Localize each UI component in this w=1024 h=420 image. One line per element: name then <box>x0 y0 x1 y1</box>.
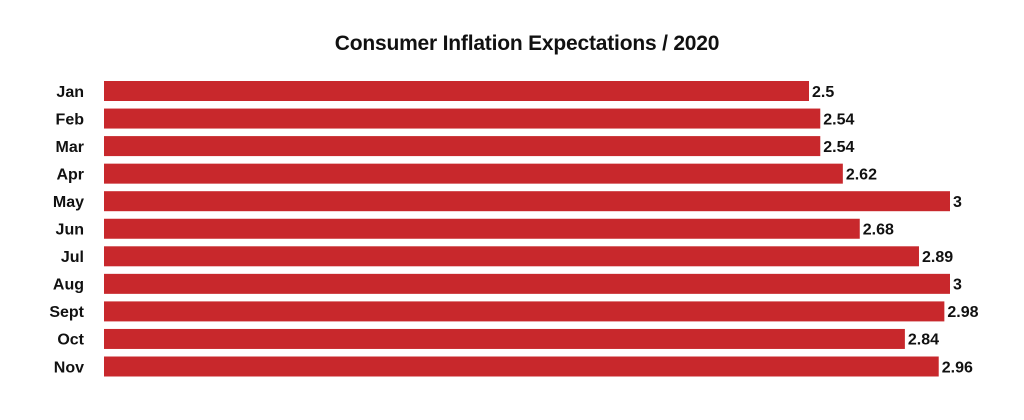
bar-aug <box>104 273 950 294</box>
chart-title: Consumer Inflation Expectations / 2020 <box>334 32 720 55</box>
value-label-aug: 3 <box>953 277 962 294</box>
bar-jul <box>104 246 919 267</box>
category-label-jul: Jul <box>61 249 84 266</box>
category-label-jan: Jan <box>56 84 84 101</box>
category-label-aug: Aug <box>53 277 84 294</box>
value-label-jan: 2.5 <box>812 84 834 101</box>
value-label-oct: 2.84 <box>908 332 939 349</box>
value-label-jun: 2.68 <box>863 222 894 239</box>
value-label-mar: 2.54 <box>823 139 854 156</box>
bar-oct <box>104 328 905 349</box>
category-label-nov: Nov <box>54 359 84 376</box>
category-label-mar: Mar <box>56 139 84 156</box>
value-label-feb: 2.54 <box>823 111 854 128</box>
value-label-may: 3 <box>953 194 962 211</box>
category-label-may: May <box>53 194 84 211</box>
bar-nov <box>104 356 939 377</box>
value-label-jul: 2.89 <box>922 249 953 266</box>
value-label-nov: 2.96 <box>942 359 973 376</box>
value-label-sept: 2.98 <box>947 304 978 321</box>
category-label-oct: Oct <box>57 332 84 349</box>
bar-jan <box>104 81 809 101</box>
category-label-jun: Jun <box>56 222 84 239</box>
category-label-sept: Sept <box>49 304 84 321</box>
bar-mar <box>104 136 821 157</box>
bar-sept <box>104 301 945 322</box>
bar-feb <box>104 108 821 129</box>
bar-jun <box>104 218 860 239</box>
category-label-apr: Apr <box>56 166 84 183</box>
value-label-apr: 2.62 <box>846 166 877 183</box>
category-label-feb: Feb <box>56 111 85 128</box>
bar-apr <box>104 163 843 184</box>
bar-may <box>104 191 950 212</box>
